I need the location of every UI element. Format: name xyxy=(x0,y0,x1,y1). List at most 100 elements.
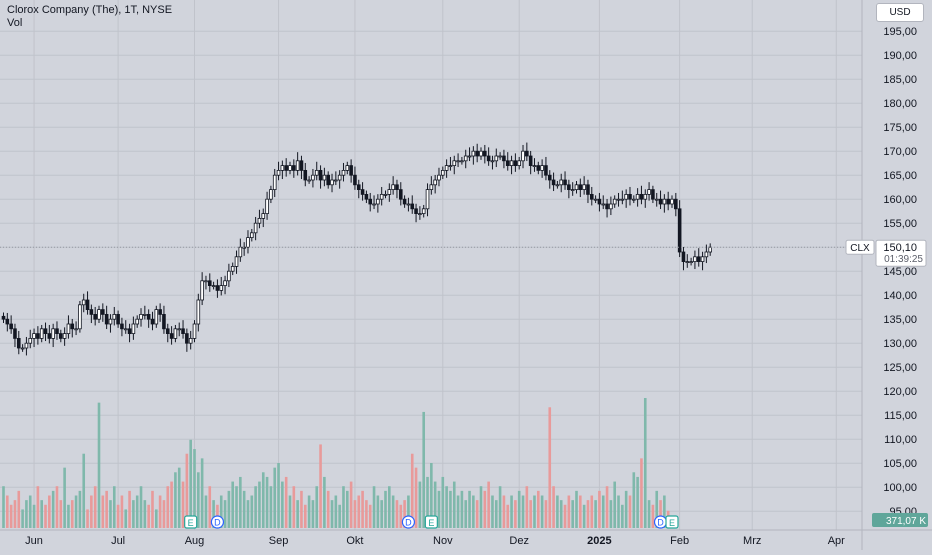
candle xyxy=(685,254,690,268)
volume-bar xyxy=(166,486,170,528)
candle xyxy=(135,315,140,328)
candle xyxy=(1,312,6,324)
volume-bar xyxy=(74,495,78,528)
earnings-badge[interactable]: E xyxy=(424,515,438,529)
candle xyxy=(55,321,59,340)
candle-body xyxy=(276,169,281,176)
volume-bar xyxy=(559,500,563,528)
volume-bar xyxy=(59,500,63,528)
candle-body xyxy=(322,174,327,181)
candle xyxy=(704,244,709,264)
candle-body xyxy=(158,309,162,315)
volume-bar xyxy=(601,495,605,528)
bar-countdown: 01:39:25 xyxy=(884,254,923,265)
candle xyxy=(39,324,44,343)
candle xyxy=(150,311,155,331)
volume-tag-box xyxy=(872,513,928,527)
volume-bar xyxy=(426,476,429,528)
volume-bar xyxy=(120,495,124,528)
volume-bar xyxy=(357,495,361,528)
candle-body xyxy=(204,280,208,283)
candle xyxy=(276,161,281,181)
candle-body xyxy=(108,318,113,325)
candle xyxy=(85,291,90,315)
ticker-tag xyxy=(845,239,875,255)
candle-body xyxy=(593,198,598,201)
volume-bar xyxy=(28,495,32,528)
volume-bar xyxy=(502,495,506,528)
candle xyxy=(693,250,697,270)
candle xyxy=(162,305,166,334)
candle xyxy=(200,272,204,306)
volume-tag: 371,07 K xyxy=(872,513,928,527)
candle-body xyxy=(418,213,422,216)
candle-body xyxy=(696,256,701,262)
candle-body xyxy=(74,328,78,331)
volume-bar xyxy=(567,495,571,528)
candle xyxy=(101,303,105,322)
earnings-badge[interactable]: E xyxy=(665,515,679,529)
candle-body xyxy=(521,150,525,162)
candle-body xyxy=(456,160,460,163)
volume-bar xyxy=(514,500,517,528)
candle-body xyxy=(219,285,224,291)
candle xyxy=(513,153,518,172)
candle xyxy=(666,191,670,211)
candle-body xyxy=(311,174,315,181)
candle-body xyxy=(249,232,254,239)
candle xyxy=(391,176,395,195)
volume-bar xyxy=(483,490,487,528)
dividend-badge[interactable]: D xyxy=(210,515,225,529)
candle xyxy=(521,144,525,169)
candle xyxy=(295,152,300,176)
volume-bar xyxy=(552,486,555,528)
candle-body xyxy=(292,165,296,171)
candle xyxy=(169,326,174,345)
volume-bar xyxy=(181,481,185,528)
candle-body xyxy=(601,203,606,206)
currency-button[interactable]: USD xyxy=(876,3,924,22)
dividend-badge[interactable]: D xyxy=(653,515,668,529)
candle xyxy=(662,194,667,213)
candle-body xyxy=(677,208,682,253)
volume-bar xyxy=(174,472,177,528)
candle xyxy=(272,168,277,198)
candle-body xyxy=(131,323,136,334)
candle xyxy=(486,147,491,166)
candle xyxy=(639,185,644,205)
candle xyxy=(81,293,86,313)
candle-body xyxy=(43,328,48,334)
candle-body xyxy=(211,285,216,288)
candle xyxy=(689,257,693,266)
candle xyxy=(299,155,304,180)
candle xyxy=(330,173,334,193)
volume-bar xyxy=(265,476,269,528)
time-axis-label: Feb xyxy=(670,535,689,547)
candle-body xyxy=(421,208,426,215)
earnings-badge[interactable]: E xyxy=(184,515,198,529)
candle-body xyxy=(536,165,541,171)
dividend-badge[interactable]: D xyxy=(401,515,416,529)
candle xyxy=(123,320,128,334)
volume-bar xyxy=(86,509,89,528)
volume-bar xyxy=(510,495,513,528)
candle-body xyxy=(586,184,590,195)
candle xyxy=(36,326,40,345)
candle-body xyxy=(670,198,674,205)
candle-body xyxy=(460,160,464,163)
candle xyxy=(341,162,346,182)
candle xyxy=(337,170,342,189)
candle xyxy=(47,324,52,344)
candle-body xyxy=(616,198,621,201)
candle xyxy=(540,159,544,178)
candle-body xyxy=(47,333,52,339)
candle-body xyxy=(425,189,430,210)
candle-body xyxy=(681,251,686,263)
candle-body xyxy=(353,174,357,186)
volume-bar xyxy=(132,500,135,528)
candle-body xyxy=(314,169,319,176)
volume-bar xyxy=(284,476,288,528)
volume-bar xyxy=(632,472,636,528)
